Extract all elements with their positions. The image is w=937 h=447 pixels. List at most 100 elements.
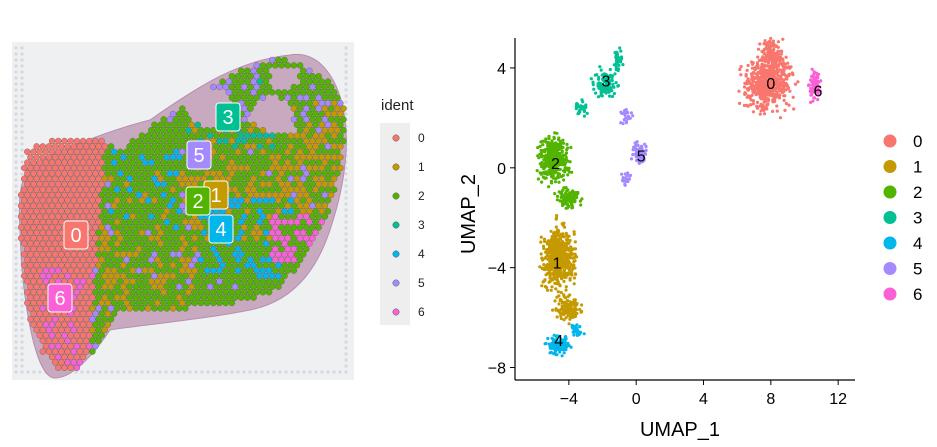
spot-cluster-2 — [247, 83, 254, 91]
spot-cluster-2 — [247, 94, 254, 101]
umap-point-cluster-1 — [559, 271, 563, 275]
grid-dot — [20, 46, 24, 50]
umap-point-cluster-4 — [569, 345, 573, 349]
umap-point-cluster-4 — [561, 340, 565, 344]
umap-point-cluster-0 — [755, 100, 760, 104]
spot-cluster-2 — [98, 289, 105, 296]
spot-cluster-2 — [210, 127, 217, 134]
legend-key-0 — [392, 134, 400, 142]
umap-point-cluster-1 — [562, 279, 566, 283]
spot-cluster-2 — [148, 191, 155, 199]
spot-cluster-4 — [234, 202, 242, 209]
spot-cluster-2 — [244, 121, 251, 128]
spot-cluster-2 — [191, 289, 198, 296]
spot-cluster-2 — [244, 154, 251, 161]
spot-cluster-0 — [39, 240, 46, 247]
spot-cluster-2 — [138, 164, 146, 172]
spot-cluster-2 — [234, 181, 242, 188]
umap-point-cluster-6 — [811, 90, 816, 94]
umap-point-cluster-2 — [569, 145, 573, 150]
spot-cluster-2 — [219, 251, 226, 258]
cluster-label-text: 5 — [193, 145, 204, 167]
umap-point-cluster-3 — [610, 78, 614, 83]
grid-dot — [344, 190, 348, 194]
umap-point-cluster-0 — [754, 76, 758, 80]
umap-point-cluster-0 — [758, 112, 762, 116]
spot-cluster-2 — [327, 159, 335, 166]
spot-cluster-2 — [129, 170, 136, 177]
grid-dot — [344, 214, 348, 218]
legend-label-0: 0 — [418, 131, 425, 145]
spot-cluster-1 — [148, 267, 155, 274]
spot-cluster-1 — [104, 267, 112, 274]
spot-cluster-2 — [160, 256, 167, 263]
umap-point-cluster-6 — [813, 80, 817, 84]
umap-point-cluster-3 — [574, 102, 579, 106]
spot-cluster-2 — [117, 181, 124, 188]
spot-cluster-2 — [138, 305, 146, 312]
grid-dot — [230, 370, 234, 374]
spot-cluster-2 — [154, 159, 161, 166]
spot-cluster-2 — [101, 218, 108, 226]
spot-cluster-2 — [324, 175, 332, 182]
spot-cluster-0 — [67, 364, 74, 371]
umap-point-cluster-2 — [557, 158, 561, 162]
spot-cluster-2 — [312, 197, 319, 204]
umap-point-cluster-0 — [772, 44, 776, 48]
umap-point-cluster-1 — [564, 288, 568, 292]
spot-cluster-2 — [216, 159, 223, 166]
spot-cluster-6 — [70, 359, 77, 366]
legend-label-5: 5 — [418, 276, 425, 290]
spot-cluster-2 — [160, 235, 167, 242]
spot-cluster-2 — [151, 143, 158, 150]
grid-dot — [344, 64, 348, 68]
umap-point-cluster-2 — [561, 138, 565, 142]
spot-cluster-4 — [200, 229, 208, 236]
spot-cluster-1 — [120, 272, 127, 280]
spot-cluster-1 — [275, 154, 282, 161]
spot-cluster-0 — [83, 316, 90, 323]
umap-point-cluster-3 — [599, 68, 603, 72]
spot-cluster-2 — [107, 262, 115, 269]
spot-cluster-2 — [166, 267, 174, 274]
spot-cluster-2 — [132, 208, 139, 215]
spot-cluster-4 — [166, 170, 174, 177]
spot-cluster-0 — [27, 240, 34, 247]
spot-cluster-2 — [241, 256, 248, 263]
spot-cluster-2 — [238, 240, 245, 247]
spot-cluster-2 — [300, 218, 307, 226]
spot-cluster-0 — [33, 316, 40, 323]
spot-cluster-2 — [154, 127, 161, 134]
spot-cluster-0 — [73, 191, 81, 199]
spot-cluster-2 — [284, 137, 291, 145]
umap-point-cluster-1 — [572, 314, 576, 318]
grid-dot — [344, 178, 348, 182]
spot-cluster-4 — [238, 229, 245, 236]
spot-cluster-2 — [309, 191, 316, 199]
spot-cluster-0 — [27, 154, 34, 161]
spot-cluster-0 — [52, 251, 59, 258]
grid-dot — [182, 370, 186, 374]
spot-cluster-6 — [73, 343, 81, 350]
spot-cluster-2 — [117, 278, 124, 285]
grid-dot — [14, 124, 18, 128]
umap-point-cluster-0 — [784, 55, 788, 59]
spot-cluster-2 — [290, 267, 298, 274]
spot-cluster-2 — [123, 235, 130, 242]
grid-dot — [14, 82, 18, 86]
umap-point-cluster-3 — [608, 94, 612, 98]
spot-cluster-1 — [129, 267, 136, 274]
spot-cluster-5 — [303, 116, 310, 123]
spot-cluster-2 — [172, 159, 180, 166]
spot-cluster-2 — [132, 294, 139, 301]
umap-point-cluster-5 — [638, 154, 642, 159]
grid-dot — [14, 286, 18, 290]
spot-cluster-2 — [138, 143, 146, 150]
spot-cluster-2 — [250, 283, 257, 290]
grid-dot — [92, 370, 96, 374]
spot-cluster-2 — [241, 289, 248, 296]
umap-point-cluster-3 — [602, 79, 607, 84]
umap-point-cluster-1 — [571, 308, 575, 312]
spot-cluster-2 — [138, 262, 146, 269]
spot-cluster-1 — [179, 235, 186, 242]
